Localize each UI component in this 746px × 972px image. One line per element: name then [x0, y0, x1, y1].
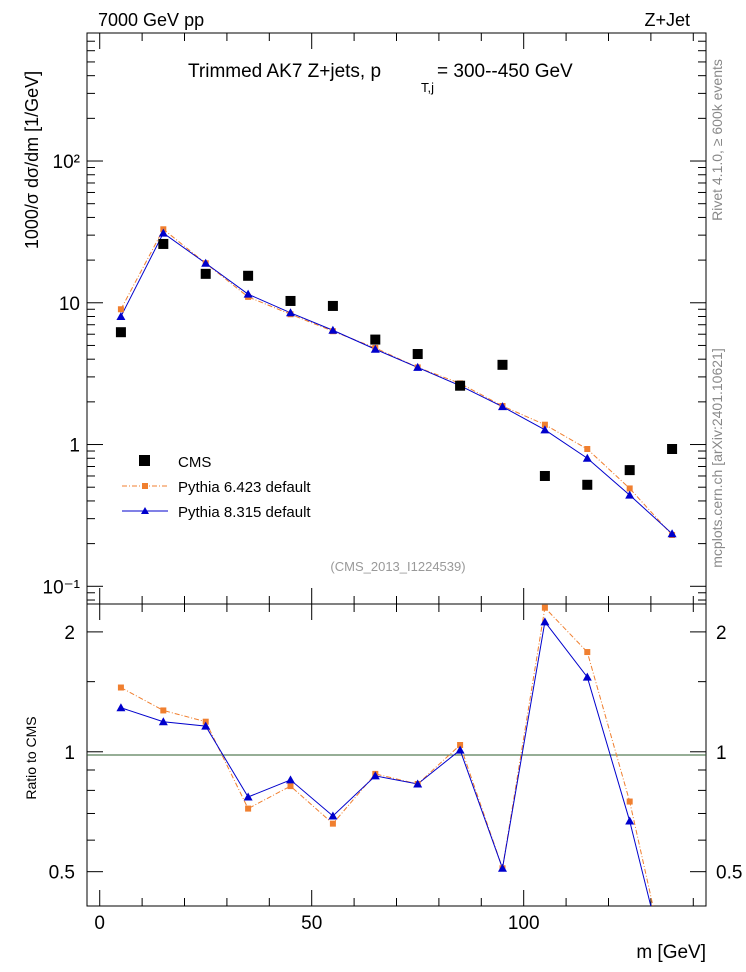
ratio-pythia8-point — [497, 863, 507, 872]
cms-point — [624, 465, 635, 476]
y-tick-label: 1 — [69, 436, 80, 457]
cms-point — [582, 479, 593, 490]
ratio-pythia8-point — [582, 672, 592, 681]
ratio-pythia6-point — [584, 649, 591, 656]
cms-point — [115, 327, 126, 338]
legend-pythia8-marker — [141, 507, 149, 514]
ratio-series — [116, 604, 654, 906]
cms-point — [243, 270, 254, 281]
y-tick-label: 10 — [59, 294, 80, 315]
pythia6-point — [117, 306, 124, 313]
ratio-pythia6-line — [120, 606, 654, 906]
ratio-pythia6-point — [457, 742, 464, 749]
pythia8-line — [120, 232, 673, 535]
ratio-tick-label: 2 — [64, 623, 75, 644]
pythia8-point — [582, 453, 592, 462]
side-text-top: Rivet 4.1.0, ≥ 600k events — [709, 59, 725, 221]
ratio-tick-label-right: 1 — [716, 743, 727, 764]
cms-point — [370, 334, 381, 345]
pythia8-point — [413, 362, 423, 371]
header-right: Z+Jet — [644, 10, 690, 30]
ratio-pythia8-point — [201, 721, 211, 730]
ratio-pythia8-point — [625, 816, 635, 825]
cms-point — [200, 268, 211, 279]
ratio-pythia8-point — [328, 811, 338, 820]
ratio-pythia8-line — [120, 620, 652, 906]
legend-cms-label: CMS — [178, 454, 211, 471]
analysis-tag: (CMS_2013_I1224539) — [330, 559, 465, 574]
main-series — [115, 226, 678, 539]
ratio-pythia8-point — [243, 792, 253, 801]
ratio-axis-label: Ratio to CMS — [23, 716, 39, 799]
ratio-pythia8-point — [116, 703, 126, 712]
legend-pythia8-label: Pythia 8.315 default — [178, 504, 311, 521]
ratio-tick-label-right: 2 — [716, 623, 727, 644]
side-text-bottom: mcplots.cern.ch [arXiv:2401.10621] — [709, 348, 725, 567]
ratio-tick-label: 1 — [64, 743, 75, 764]
ratio-pythia6-point — [160, 707, 167, 714]
pythia8-point — [286, 308, 296, 317]
cms-point — [497, 359, 508, 370]
legend-pythia6-label: Pythia 6.423 default — [178, 479, 311, 496]
legend-pythia6-marker — [142, 483, 148, 489]
ratio-tick-label-right: 0.5 — [716, 863, 742, 884]
x-tick-label: 100 — [508, 913, 540, 934]
pythia8-point — [667, 529, 677, 538]
pythia8-point — [243, 289, 253, 298]
pythia8-point — [158, 228, 168, 237]
ratio-pythia6-point — [287, 783, 294, 790]
y-tick-label: 10⁻¹ — [43, 577, 81, 598]
ratio-tick-label: 0.5 — [49, 863, 75, 884]
main-axis-ticks: 10⁻¹ 1 10 10² — [43, 32, 706, 906]
y-axis-label: 1000/σ dσ/dm [1/GeV] — [22, 71, 42, 249]
pythia8-point — [116, 312, 126, 321]
legend: CMS Pythia 6.423 default Pythia 8.315 de… — [122, 454, 311, 521]
cms-point — [455, 380, 466, 391]
ratio-pythia8-point — [540, 617, 550, 626]
cms-point — [667, 444, 678, 455]
pythia8-point — [370, 344, 380, 353]
ratio-pythia6-point — [245, 805, 252, 812]
x-tick-label: 50 — [301, 913, 322, 934]
cms-point — [539, 470, 550, 481]
pythia8-point — [497, 402, 507, 411]
ratio-pythia6-point — [117, 684, 124, 691]
ratio-pythia6-point — [329, 820, 336, 827]
x-axis-label: m [GeV] — [636, 942, 706, 963]
pythia6-point — [584, 446, 591, 453]
ratio-pythia8-point — [370, 771, 380, 780]
cms-point — [285, 295, 296, 306]
ratio-pythia6-point — [541, 604, 548, 611]
cms-point — [412, 349, 423, 360]
cms-point — [327, 300, 338, 311]
pythia8-point — [540, 425, 550, 434]
ratio-pythia8-point — [286, 775, 296, 784]
pythia8-point — [328, 325, 338, 334]
legend-cms-marker — [139, 455, 150, 466]
chart-title-tail: = 300--450 GeV — [437, 61, 573, 82]
pythia6-point — [626, 485, 633, 492]
chart-title-main: Trimmed AK7 Z+jets, p — [188, 61, 381, 82]
x-tick-label: 0 — [94, 913, 105, 934]
y-tick-label: 10² — [53, 152, 80, 173]
x-tick-labels: 0 50 100 — [94, 913, 539, 934]
cms-point — [158, 238, 169, 249]
chart-title: Trimmed AK7 Z+jets, p T,j = 300--450 GeV — [188, 61, 573, 95]
ratio-pythia8-point — [455, 745, 465, 754]
header-left: 7000 GeV pp — [98, 10, 204, 30]
ratio-pythia6-point — [626, 798, 633, 805]
ratio-pythia8-point — [158, 717, 168, 726]
pythia6-point — [541, 421, 548, 428]
pythia8-point — [625, 490, 635, 499]
pythia8-point — [201, 258, 211, 267]
ratio-axis-ticks: 0.5 0.5 1 1 2 2 — [49, 623, 743, 884]
chart-title-subscript: T,j — [421, 80, 434, 95]
ratio-pythia8-point — [413, 779, 423, 788]
